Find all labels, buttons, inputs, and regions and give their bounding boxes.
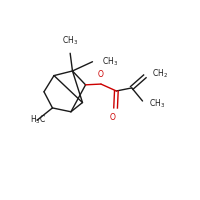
Text: O: O — [98, 70, 104, 79]
Text: O: O — [110, 113, 115, 122]
Text: H$_3$C: H$_3$C — [30, 114, 46, 127]
Text: CH$_2$: CH$_2$ — [152, 67, 168, 80]
Text: CH$_3$: CH$_3$ — [62, 35, 78, 47]
Text: CH$_3$: CH$_3$ — [149, 98, 165, 110]
Text: CH$_3$: CH$_3$ — [102, 55, 119, 68]
